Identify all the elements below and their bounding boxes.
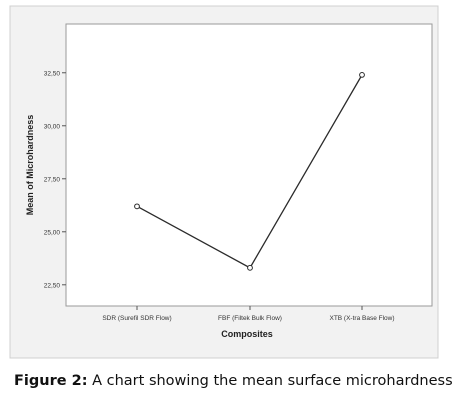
x-tick-label: FBF (Filtek Bulk Flow) <box>218 315 282 322</box>
x-tick-label: SDR (Surefil SDR Flow) <box>102 315 171 322</box>
caption-lead: Figure 2: <box>14 373 88 389</box>
x-axis-title: Composites <box>221 329 273 339</box>
caption-text: A chart showing the mean surface microha… <box>87 373 452 389</box>
y-tick-label: 27,50 <box>44 176 61 183</box>
line-chart: 22,50 25,00 27,50 30,00 32,50 SDR (Surefil SD… <box>9 5 439 359</box>
y-tick-label: 25,00 <box>44 229 61 236</box>
y-tick-label: 32,50 <box>44 70 61 77</box>
data-point <box>247 264 253 271</box>
y-tick-label: 30,00 <box>44 123 61 130</box>
data-point <box>359 71 365 78</box>
x-tick-label: XTB (X-tra Base Flow) <box>329 315 394 322</box>
data-point <box>134 203 140 210</box>
y-tick-label: 22,50 <box>44 282 61 289</box>
y-axis-title: Mean of Microhardness <box>25 115 35 216</box>
figure-caption: Figure 2: A chart showing the mean surfa… <box>14 373 452 389</box>
plot-area <box>65 23 433 307</box>
